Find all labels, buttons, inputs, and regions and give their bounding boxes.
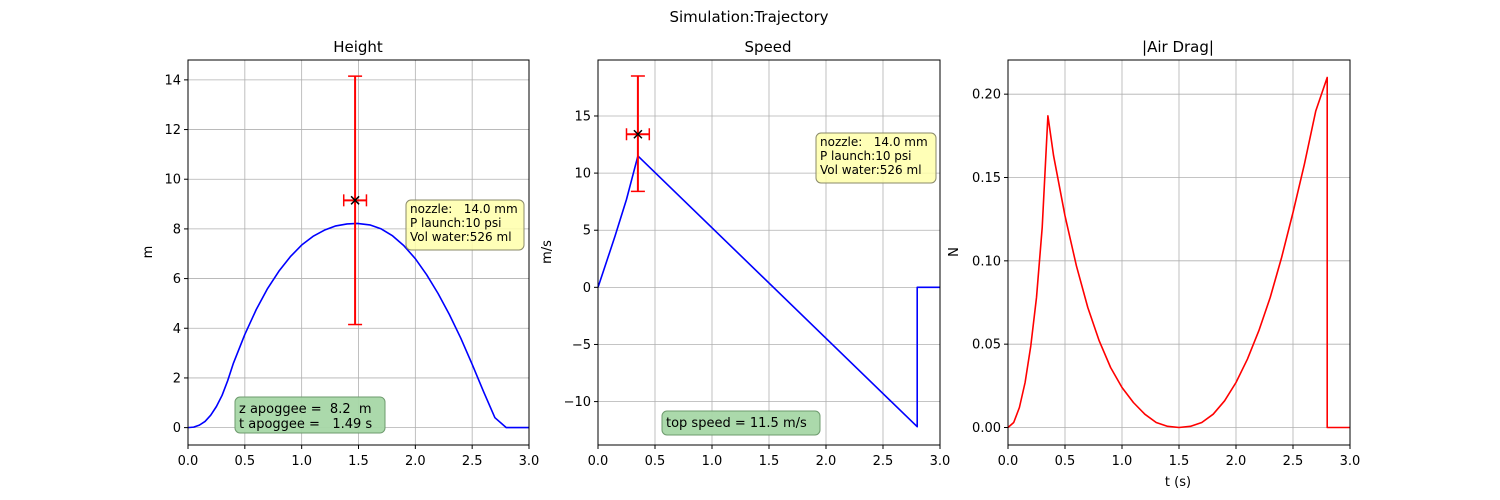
speed-panel-ylabel: m/s — [540, 240, 555, 264]
air-drag-y-tick-label: 0.20 — [972, 88, 1001, 103]
height-y-tick-label: 10 — [164, 173, 181, 188]
air-drag-x-tick-label: 0.0 — [998, 454, 1019, 469]
air-drag-panel: |Air Drag| N t (s) 0.0 0.5 1.0 1.5 2.0 2.5 3.0… — [947, 38, 1360, 490]
air-drag-y-tick-label: 0.10 — [972, 254, 1001, 269]
speed-x-tick-label: 0.0 — [588, 454, 609, 469]
height-result-box — [234, 396, 386, 434]
height-panel: Height m nozzle: 14.0 mmP launch:10 psiV… — [141, 38, 539, 469]
height-x-tick-label: 3.0 — [519, 454, 540, 469]
height-y-tick-label: 4 — [173, 322, 181, 337]
speed-panel-title: Speed — [744, 38, 791, 56]
air-drag-panel-title: |Air Drag| — [1142, 38, 1214, 56]
height-info-line-0: nozzle: 14.0 mm — [410, 202, 518, 216]
height-info-box — [405, 199, 525, 251]
height-x-tick-label: 2.0 — [405, 454, 426, 469]
speed-y-tick-label: −10 — [564, 395, 591, 410]
height-y-tick-label: 14 — [164, 73, 181, 88]
height-panel-ylabel: m — [141, 246, 156, 259]
air-drag-y-tick-label: 0.15 — [972, 171, 1001, 186]
height-panel-title: Height — [333, 38, 383, 56]
height-x-marker-stroke-b — [350, 195, 360, 205]
height-y-tick-label: 12 — [164, 123, 181, 138]
speed-result-line-0: top speed = 11.5 m/s — [666, 416, 807, 431]
height-result-line-0: z apoggee = 8.2 m — [239, 402, 372, 417]
height-x-tick-label: 0.5 — [234, 454, 255, 469]
figure-suptitle: Simulation:Trajectory — [669, 8, 828, 26]
speed-x-tick-label: 1.0 — [702, 454, 723, 469]
height-x-tick-label: 2.5 — [462, 454, 483, 469]
speed-info-line-2: Vol water:526 ml — [820, 163, 922, 177]
speed-info-line-1: P launch:10 psi — [820, 149, 911, 163]
speed-series-line-0 — [597, 155, 940, 428]
air-drag-panel-xlabel: t (s) — [1165, 475, 1191, 490]
speed-panel: Speed m/s nozzle: 14.0 mmP launch:10 psi… — [540, 38, 950, 469]
air-drag-series-line-0 — [1007, 76, 1350, 429]
air-drag-x-tick-label: 0.5 — [1055, 454, 1076, 469]
height-series-line-0 — [187, 222, 529, 429]
air-drag-x-tick-label: 3.0 — [1340, 454, 1361, 469]
air-drag-y-tick-label: 0.00 — [972, 421, 1001, 436]
speed-info-line-0: nozzle: 14.0 mm — [820, 135, 928, 149]
speed-x-tick-label: 2.5 — [873, 454, 894, 469]
height-info-line-1: P launch:10 psi — [410, 216, 501, 230]
speed-x-tick-label: 3.0 — [930, 454, 951, 469]
air-drag-x-tick-label: 2.0 — [1226, 454, 1247, 469]
height-x-tick-label: 1.5 — [348, 454, 369, 469]
speed-result-box — [661, 410, 821, 436]
height-info-line-2: Vol water:526 ml — [410, 230, 512, 244]
speed-y-tick-label: −5 — [572, 338, 591, 353]
speed-x-tick-label: 0.5 — [645, 454, 666, 469]
speed-x-tick-label: 2.0 — [816, 454, 837, 469]
speed-x-marker-stroke-b — [633, 129, 643, 139]
speed-x-tick-label: 1.5 — [759, 454, 780, 469]
speed-y-tick-label: 15 — [574, 109, 591, 124]
height-x-tick-label: 0.0 — [178, 454, 199, 469]
height-y-tick-label: 6 — [173, 272, 181, 287]
speed-info-box — [815, 132, 937, 184]
speed-y-tick-label: 10 — [574, 167, 591, 182]
air-drag-x-tick-label: 1.5 — [1169, 454, 1190, 469]
height-y-tick-label: 8 — [173, 222, 181, 237]
air-drag-panel-ylabel: N — [947, 247, 962, 257]
height-errorbar — [342, 75, 368, 326]
air-drag-x-tick-label: 1.0 — [1112, 454, 1133, 469]
height-y-tick-label: 0 — [173, 421, 181, 436]
height-x-tick-label: 1.0 — [291, 454, 312, 469]
height-result-line-1: t apoggee = 1.49 s — [239, 417, 372, 432]
air-drag-x-tick-label: 2.5 — [1283, 454, 1304, 469]
speed-errorbar — [625, 75, 651, 193]
speed-y-tick-label: 0 — [583, 281, 591, 296]
air-drag-y-tick-label: 0.05 — [972, 338, 1001, 353]
height-y-tick-label: 2 — [173, 371, 181, 386]
speed-y-tick-label: 5 — [583, 224, 591, 239]
